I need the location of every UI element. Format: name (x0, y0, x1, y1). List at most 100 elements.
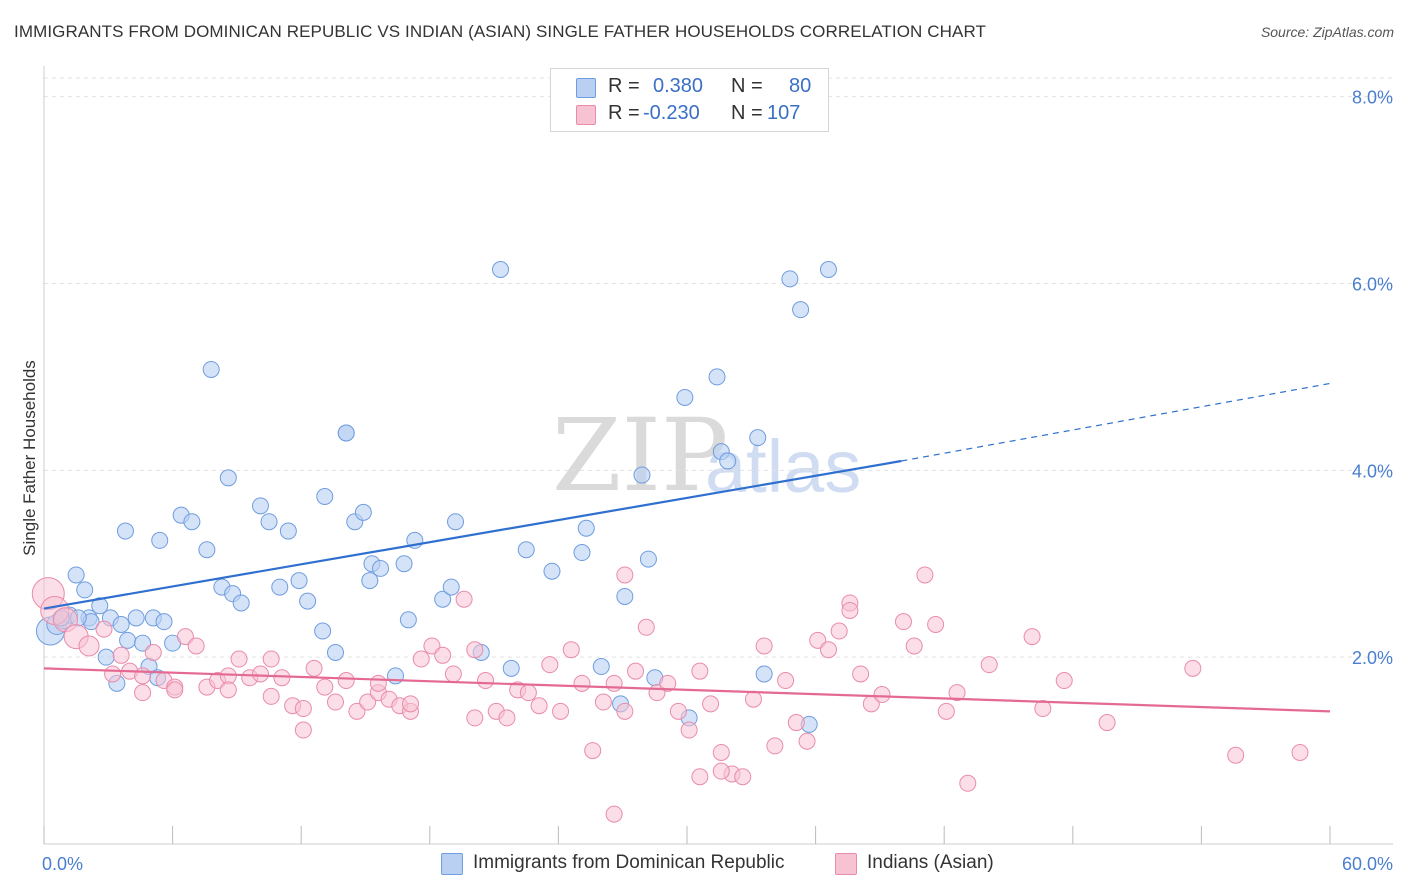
data-point-indian (669, 702, 687, 720)
data-point-dominican (134, 634, 152, 652)
data-point-dominican (639, 550, 657, 568)
data-point-indian (798, 732, 816, 750)
data-point-indian (734, 768, 752, 786)
data-point-indian (616, 702, 634, 720)
data-point-dominican (781, 270, 799, 288)
data-point-indian (905, 637, 923, 655)
trend-line-dominican (43, 459, 902, 610)
data-point-indian (294, 721, 312, 739)
data-point-indian (541, 656, 559, 674)
data-point-indian (852, 665, 870, 683)
data-point-dominican (232, 594, 250, 612)
data-point-dominican (492, 261, 510, 278)
data-point-dominican (577, 519, 595, 537)
data-point-dominican (399, 611, 417, 629)
data-point-indian (316, 678, 334, 696)
data-point-indian (691, 662, 709, 680)
data-point-dominican (633, 466, 651, 484)
legend-swatch-pink (576, 105, 596, 125)
data-point-dominican (361, 572, 379, 590)
data-point-indian (519, 684, 537, 702)
data-point-indian (104, 665, 122, 683)
data-point-dominican (112, 615, 130, 633)
data-point-dominican (708, 368, 726, 386)
data-point-dominican (592, 658, 610, 676)
data-point-dominican (792, 301, 810, 319)
data-point-dominican (755, 665, 773, 683)
data-point-indian (134, 684, 152, 702)
data-point-indian (294, 700, 312, 718)
trend-line-dominican-extension (901, 382, 1331, 462)
legend-r-value: -0.230 (643, 102, 700, 124)
legend-swatch-pink (835, 853, 857, 875)
data-point-indian (637, 618, 655, 636)
data-point-dominican (502, 659, 520, 677)
data-point-indian (809, 631, 827, 649)
data-point-indian (262, 650, 280, 668)
data-point-indian (1023, 628, 1041, 646)
legend-r-label: R = (608, 102, 640, 124)
data-point-indian (873, 686, 891, 704)
y-tick-label: 4.0% (1352, 461, 1393, 481)
data-point-indian (841, 601, 859, 619)
data-point-indian (1098, 714, 1116, 732)
data-point-indian (134, 667, 152, 685)
data-point-dominican (543, 562, 561, 580)
data-point-indian (219, 681, 237, 699)
data-point-indian (948, 684, 966, 702)
data-point-dominican (127, 609, 145, 627)
data-point-indian (530, 697, 548, 715)
data-point-indian (369, 674, 387, 692)
data-point-indian (112, 646, 130, 664)
data-point-indian (95, 620, 113, 638)
data-point-dominican (251, 497, 269, 515)
data-point-dominican (387, 667, 405, 685)
data-point-dominican (616, 587, 634, 605)
data-point-indian (466, 641, 484, 659)
data-point-indian (176, 628, 194, 646)
data-point-indian (348, 702, 366, 720)
legend-swatch-blue (576, 78, 596, 98)
data-point-indian (787, 714, 805, 732)
data-point-dominican (155, 613, 173, 631)
data-point-dominican (434, 590, 452, 608)
data-point-dominican (749, 429, 767, 447)
data-point-indian (959, 774, 977, 792)
data-point-indian (616, 566, 634, 584)
data-point-dominican (151, 531, 169, 549)
data-point-dominican (198, 541, 216, 559)
legend-r-label: R = (608, 75, 640, 97)
data-point-indian (444, 665, 462, 683)
legend-n-label: N = (731, 75, 763, 97)
data-point-dominican (337, 424, 355, 442)
data-point-indian (423, 637, 441, 655)
data-point-dominican (573, 544, 591, 562)
data-point-indian (916, 566, 934, 584)
data-point-dominican (76, 581, 94, 599)
x-tick-label: 0.0% (42, 854, 83, 874)
y-tick-label: 6.0% (1352, 275, 1393, 295)
data-point-indian (830, 622, 848, 640)
data-point-indian (894, 613, 912, 631)
grid-lines (44, 77, 1393, 658)
correlation-legend: R = 0.380 N = 80 R = -0.230 N = 107 (550, 68, 829, 132)
data-point-indian (434, 646, 452, 664)
data-point-dominican (676, 388, 694, 406)
data-point-indian (498, 709, 516, 727)
data-point-dominican (271, 578, 289, 596)
data-point-dominican (91, 597, 109, 615)
data-point-indian (455, 590, 473, 608)
data-point-dominican (116, 522, 134, 540)
data-point-indian (659, 674, 677, 692)
data-point-indian (359, 693, 377, 711)
legend-r-value: 0.380 (653, 75, 704, 97)
data-point-indian (412, 650, 430, 668)
series-pink-points (31, 566, 1309, 823)
watermark-zip: ZIP (552, 397, 728, 514)
data-point-indian (1184, 659, 1202, 677)
data-point-indian (573, 674, 591, 692)
data-point-indian (230, 650, 248, 668)
series-blue-points (35, 261, 837, 733)
data-point-indian (477, 672, 495, 690)
